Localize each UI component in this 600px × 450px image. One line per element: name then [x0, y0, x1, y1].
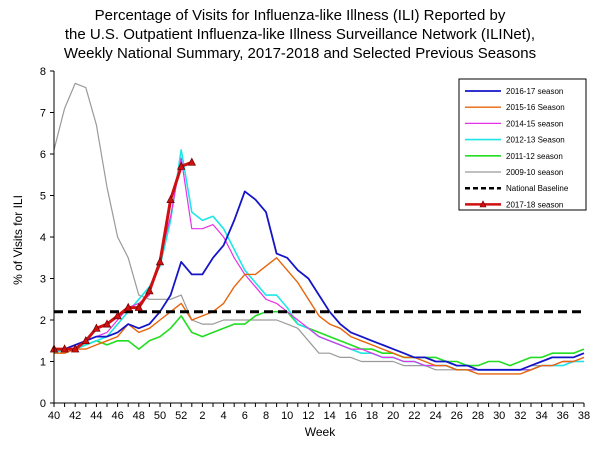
legend-label: 2016-17 season — [506, 87, 563, 96]
current-season-point — [177, 161, 186, 170]
current-season-point — [155, 257, 165, 266]
current-season-point — [166, 194, 175, 203]
x-tick-label: 46 — [111, 410, 123, 422]
x-tick-label: 24 — [429, 410, 441, 422]
current-season-point — [134, 302, 143, 311]
x-tick-label: 12 — [302, 410, 314, 422]
y-tick-label: 1 — [40, 357, 46, 369]
x-tick-label: 4 — [221, 410, 227, 422]
current-season-point — [145, 286, 154, 295]
title-line-1: Percentage of Visits for Influenza-like … — [95, 7, 506, 24]
x-tick-label: 14 — [323, 410, 335, 422]
y-tick-label: 8 — [40, 66, 46, 78]
current-season-point — [102, 319, 112, 328]
x-tick-label: 26 — [451, 410, 463, 422]
x-tick-label: 2 — [199, 410, 205, 422]
x-tick-label: 38 — [578, 410, 590, 422]
current-season-point — [187, 157, 196, 166]
series-group — [49, 82, 585, 375]
title-line-2: the U.S. Outpatient Influenza-like Illne… — [65, 26, 535, 43]
x-tick-label: 30 — [493, 410, 505, 422]
legend-label: 2011-12 season — [506, 152, 563, 161]
series-line-2016-17-season — [54, 190, 585, 371]
legend-marker — [479, 200, 487, 208]
x-tick-label: 48 — [133, 410, 145, 422]
x-tick-label: 52 — [175, 410, 187, 422]
x-tick-label: 40 — [48, 410, 60, 422]
current-season-point — [92, 323, 101, 332]
current-season-point — [71, 344, 80, 353]
x-tick-label: 10 — [281, 410, 293, 422]
series-line-2015-16-season — [54, 257, 585, 375]
x-tick-label: 50 — [154, 410, 166, 422]
current-season-line — [54, 160, 193, 351]
x-tick-label: 8 — [263, 410, 269, 422]
x-tick-label: 32 — [514, 410, 526, 422]
x-tick-label: 36 — [557, 410, 569, 422]
x-tick-label: 34 — [535, 410, 547, 422]
x-tick-label: 42 — [69, 410, 81, 422]
y-tick-label: 2 — [40, 315, 46, 327]
y-tick-label: 4 — [40, 232, 46, 244]
current-season-point — [60, 344, 69, 353]
legend-label: 2012-13 Season — [506, 136, 565, 145]
y-tick-label: 0 — [40, 398, 46, 410]
current-season-point — [124, 302, 133, 311]
y-tick-label: 3 — [40, 274, 46, 286]
y-tick-label: 6 — [40, 149, 46, 161]
y-tick-label: 5 — [40, 191, 46, 203]
y-tick-label: 7 — [40, 108, 46, 120]
x-tick-label: 28 — [472, 410, 484, 422]
chart-title: Percentage of Visits for Influenza-like … — [64, 7, 536, 62]
legend-label: 2009-10 season — [506, 168, 563, 177]
legend-box — [458, 78, 587, 211]
y-axis-label: % of Visits for ILI — [11, 195, 25, 285]
legend: 2016-17 season 2015-16 Season 2014-15 seas… — [458, 78, 587, 211]
legend-label: National Baseline — [506, 184, 569, 193]
x-tick-label: 22 — [408, 410, 420, 422]
legend-label: 2015-16 Season — [506, 103, 565, 112]
x-tick-label: 44 — [90, 410, 102, 422]
series-line-2011-12-season — [54, 310, 585, 367]
x-tick-label: 6 — [242, 410, 248, 422]
legend-label: 2017-18 season — [506, 200, 563, 209]
x-tick-label: 16 — [345, 410, 357, 422]
x-axis-label: Week — [305, 425, 336, 439]
x-tick-label: 20 — [387, 410, 399, 422]
legend-label: 2014-15 season — [506, 119, 563, 128]
current-season-point — [81, 335, 90, 345]
current-season-point — [113, 311, 122, 320]
x-tick-label: 18 — [366, 410, 378, 422]
title-line-3: Weekly National Summary, 2017-2018 and S… — [64, 45, 536, 62]
